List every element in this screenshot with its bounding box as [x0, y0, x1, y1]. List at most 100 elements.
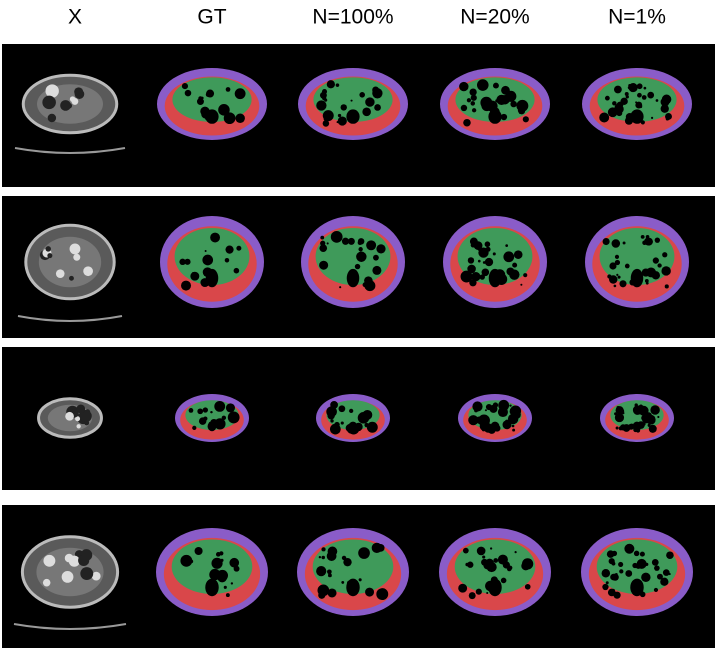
- void-spot: [465, 562, 469, 567]
- void-spot: [605, 581, 609, 585]
- segmentation-image: [440, 68, 550, 140]
- void-spot: [489, 547, 493, 550]
- void-spot: [609, 275, 618, 284]
- segmentation-image: [316, 394, 390, 442]
- void-spot: [493, 558, 499, 563]
- ct-detail: [83, 266, 93, 277]
- void-spot: [660, 97, 670, 107]
- segmentation-image: [301, 216, 405, 308]
- void-spot: [181, 280, 192, 291]
- void-spot: [523, 273, 528, 278]
- void-spot: [202, 254, 214, 266]
- void-spot: [225, 87, 231, 92]
- void-spot: [666, 551, 674, 560]
- void-spot: [614, 412, 618, 416]
- image-row: [2, 44, 715, 187]
- ct-detail: [80, 567, 94, 581]
- void-spot: [510, 100, 517, 108]
- spine: [488, 578, 502, 597]
- column-header: X: [68, 6, 82, 29]
- void-spot: [645, 562, 649, 566]
- void-spot: [512, 428, 516, 432]
- void-spot: [458, 583, 468, 593]
- void-spot: [366, 421, 378, 433]
- void-spot: [318, 555, 322, 559]
- void-spot: [229, 557, 240, 568]
- void-spot: [641, 572, 651, 583]
- ct-detail: [65, 411, 74, 421]
- ct-detail: [76, 424, 81, 429]
- void-spot: [469, 88, 477, 96]
- void-spot: [462, 547, 469, 554]
- void-spot: [519, 105, 523, 109]
- void-spot: [611, 561, 616, 566]
- void-spot: [210, 410, 213, 414]
- ct-detail: [69, 275, 74, 281]
- void-spot: [319, 260, 329, 270]
- void-spot: [225, 403, 236, 413]
- void-spot: [635, 562, 642, 569]
- void-spot: [619, 280, 627, 288]
- void-spot: [373, 254, 379, 261]
- void-spot: [202, 407, 209, 413]
- spine: [205, 109, 219, 124]
- void-spot: [500, 577, 507, 584]
- void-spot: [236, 245, 242, 251]
- void-spot: [662, 252, 668, 258]
- void-spot: [356, 251, 367, 262]
- void-spot: [647, 91, 655, 99]
- void-spot: [500, 113, 508, 121]
- void-spot: [616, 273, 619, 276]
- void-spot: [230, 582, 234, 585]
- ct-table: [14, 147, 126, 154]
- void-spot: [211, 557, 223, 569]
- void-spot: [652, 257, 659, 264]
- void-spot: [340, 421, 344, 425]
- void-spot: [505, 90, 517, 102]
- void-spot: [638, 405, 649, 416]
- void-spot: [650, 270, 654, 274]
- void-spot: [635, 86, 638, 89]
- void-spot: [478, 247, 489, 258]
- ct-detail: [61, 571, 74, 583]
- ct-detail: [45, 84, 59, 98]
- void-spot: [191, 272, 195, 276]
- void-spot: [330, 401, 338, 409]
- void-spot: [471, 272, 481, 282]
- void-spot: [644, 279, 649, 283]
- void-spot: [468, 415, 479, 426]
- void-spot: [645, 237, 653, 246]
- void-spot: [655, 99, 659, 102]
- segmentation-image: [458, 394, 532, 442]
- void-spot: [326, 406, 337, 417]
- void-spot: [505, 244, 509, 248]
- void-spot: [335, 83, 340, 87]
- void-spot: [614, 103, 622, 112]
- void-spot: [194, 546, 203, 556]
- void-spot: [469, 237, 478, 246]
- void-spot: [612, 101, 617, 106]
- segmentation-image: [600, 394, 674, 442]
- void-spot: [486, 100, 498, 112]
- void-spot: [514, 551, 517, 554]
- void-spot: [326, 242, 329, 245]
- void-spot: [662, 569, 670, 576]
- segmentation-image: [175, 394, 249, 442]
- void-spot: [516, 99, 529, 112]
- void-spot: [337, 116, 347, 126]
- void-spot: [220, 105, 223, 108]
- ct-detail: [42, 95, 56, 110]
- void-spot: [376, 543, 385, 552]
- void-spot: [617, 275, 621, 279]
- void-spot: [334, 421, 340, 428]
- void-spot: [365, 587, 375, 597]
- void-spot: [227, 411, 240, 424]
- void-spot: [522, 116, 529, 123]
- void-spot: [197, 408, 204, 415]
- void-spot: [354, 263, 361, 270]
- void-spot: [614, 413, 625, 423]
- void-spot: [209, 568, 221, 581]
- void-spot: [347, 237, 355, 245]
- ct-image: [17, 223, 123, 322]
